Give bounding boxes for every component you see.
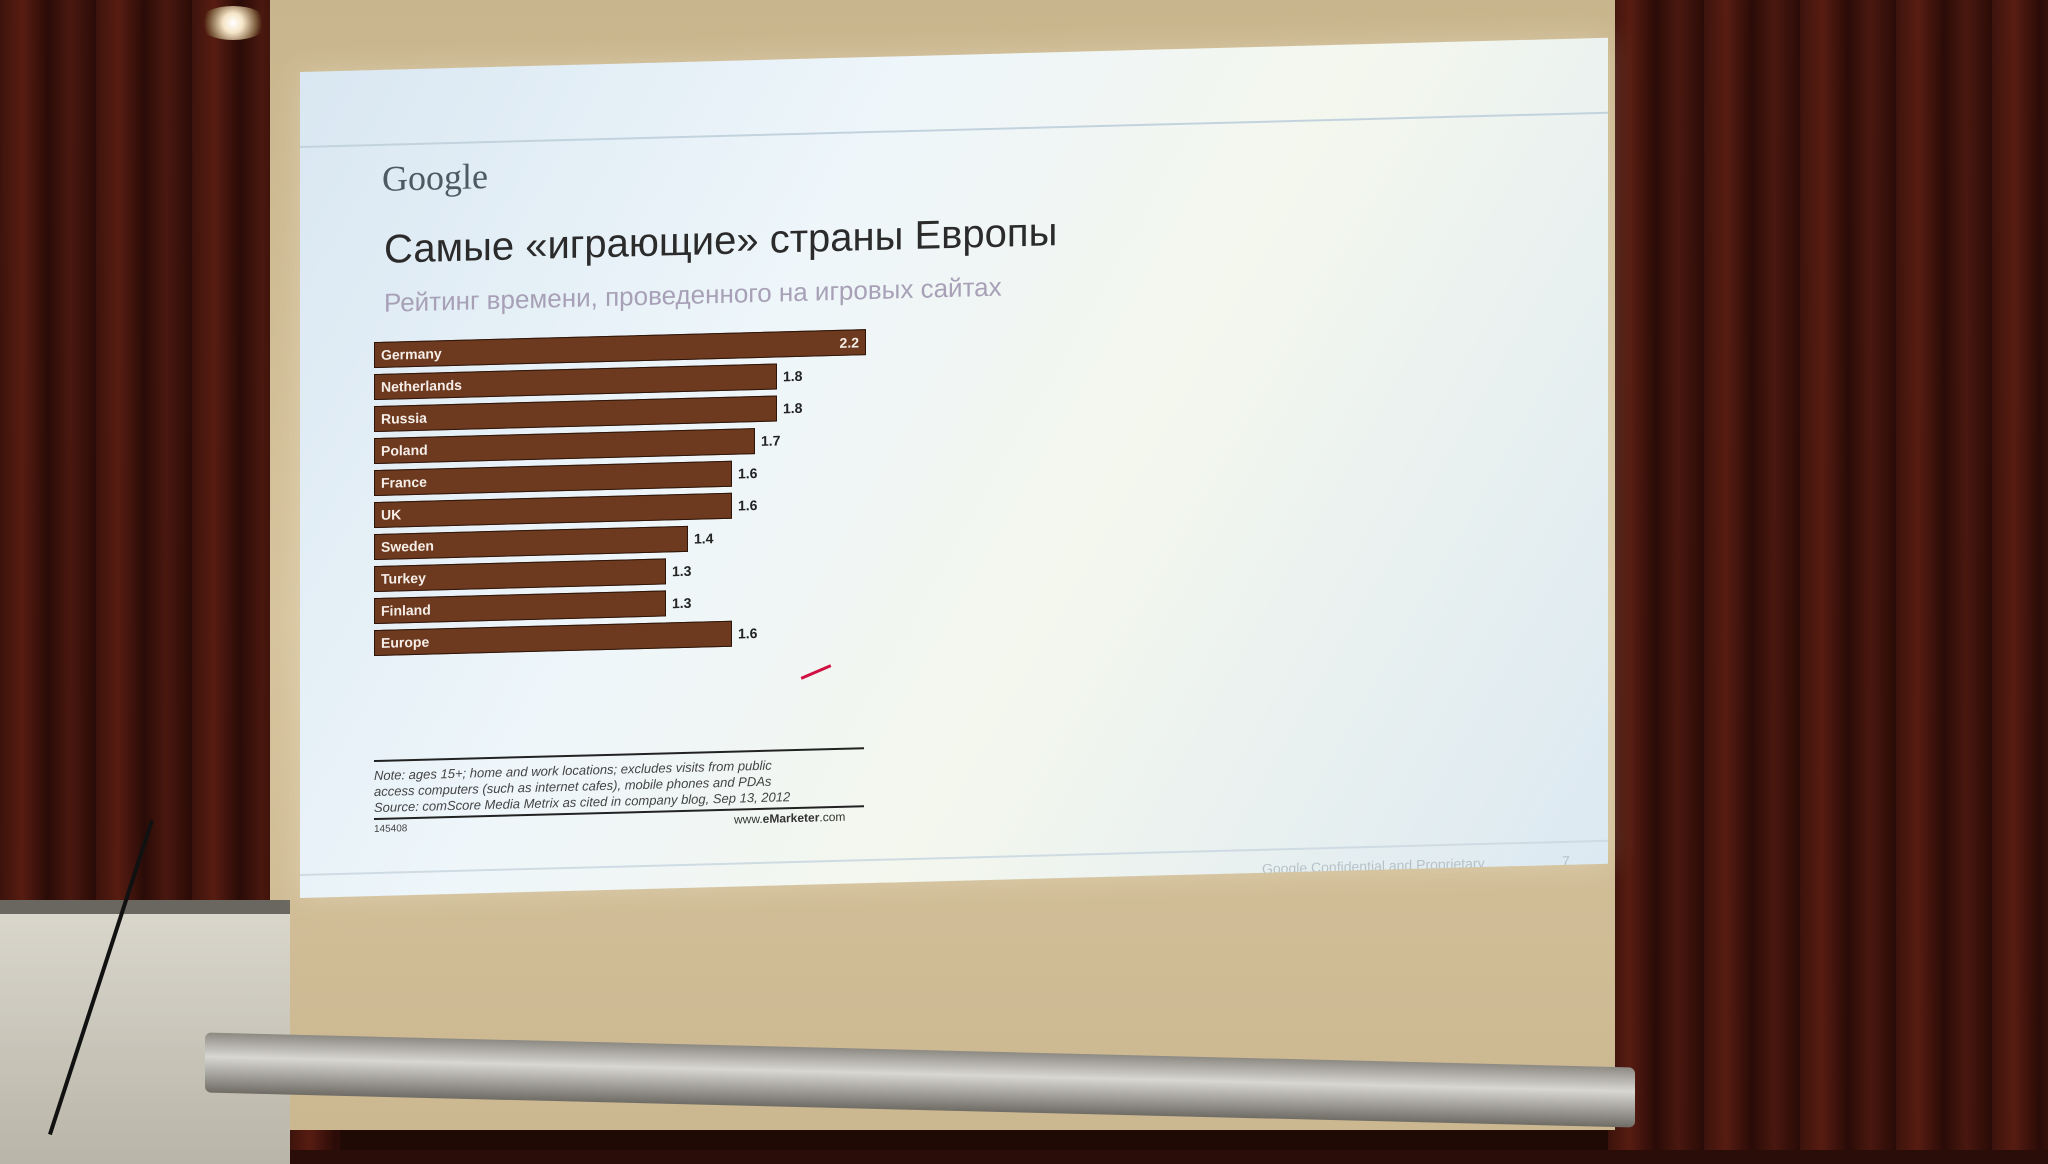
bar-category-label: Finland: [381, 601, 431, 619]
source-brand: www.eMarketer.com: [734, 810, 845, 827]
bar: UK: [374, 492, 732, 529]
bar: Europe: [374, 620, 732, 657]
header-divider: [300, 111, 1608, 148]
bar-value-label: 2.2: [839, 334, 859, 351]
bar-category-label: Poland: [381, 441, 428, 459]
source-brand-name: eMarketer: [762, 810, 820, 826]
ceiling-light: [198, 6, 268, 40]
bar-row: Netherlands 1.8: [374, 363, 803, 401]
bar-value-label: 1.3: [672, 562, 692, 580]
right-curtain: [1608, 0, 2048, 1150]
chart-id: 145408: [374, 823, 408, 836]
bar-row: UK 1.6: [374, 492, 758, 529]
projected-slide: Google Самые «играющие» страны Европы Ре…: [300, 37, 1608, 898]
bar-value-label: 1.7: [761, 432, 781, 449]
bar-value-label: 1.8: [783, 367, 803, 385]
bar-category-label: Russia: [381, 409, 427, 427]
bar: Finland: [374, 590, 666, 625]
podium: [0, 900, 290, 1164]
bar-category-label: Europe: [381, 633, 430, 651]
bar: Sweden: [374, 525, 688, 561]
slide-subtitle: Рейтинг времени, проведенного на игровых…: [384, 271, 1002, 318]
bar-row: Turkey 1.3: [374, 558, 692, 593]
bar-chart: Germany 2.2 Netherlands 1.8 Russia 1.8 Poland 1…: [374, 328, 904, 662]
bar: Turkey: [374, 558, 666, 593]
pen-annotation: [800, 664, 832, 680]
slide-title: Самые «играющие» страны Европы: [384, 210, 1058, 272]
bar-row: France 1.6: [374, 460, 758, 497]
source-suffix: .com: [819, 809, 846, 825]
bar-value-label: 1.6: [738, 497, 758, 514]
bar-row: Russia 1.8: [374, 395, 803, 433]
bar-value-label: 1.6: [738, 625, 758, 642]
google-logo: Google: [382, 156, 488, 199]
bar-row: Sweden 1.4: [374, 525, 714, 561]
bar: Russia: [374, 395, 777, 433]
bar: Netherlands: [374, 363, 777, 401]
bar-value-label: 1.8: [783, 399, 803, 417]
bar: France: [374, 460, 732, 497]
bar-value-label: 1.4: [694, 530, 714, 547]
bar-category-label: UK: [381, 506, 402, 523]
bar-category-label: France: [381, 473, 427, 491]
bar-category-label: Germany: [381, 345, 442, 363]
bar-row: Finland 1.3: [374, 590, 692, 625]
bar-category-label: Turkey: [381, 569, 426, 587]
bar-value-label: 1.3: [672, 594, 692, 612]
bar: Poland: [374, 428, 755, 465]
bar-row: Poland 1.7: [374, 427, 781, 465]
bar-row: Europe 1.6: [374, 620, 758, 657]
bar-category-label: Sweden: [381, 537, 434, 555]
bar-category-label: Netherlands: [381, 376, 462, 395]
source-prefix: www.: [734, 811, 763, 827]
bar-value-label: 1.6: [738, 465, 758, 482]
